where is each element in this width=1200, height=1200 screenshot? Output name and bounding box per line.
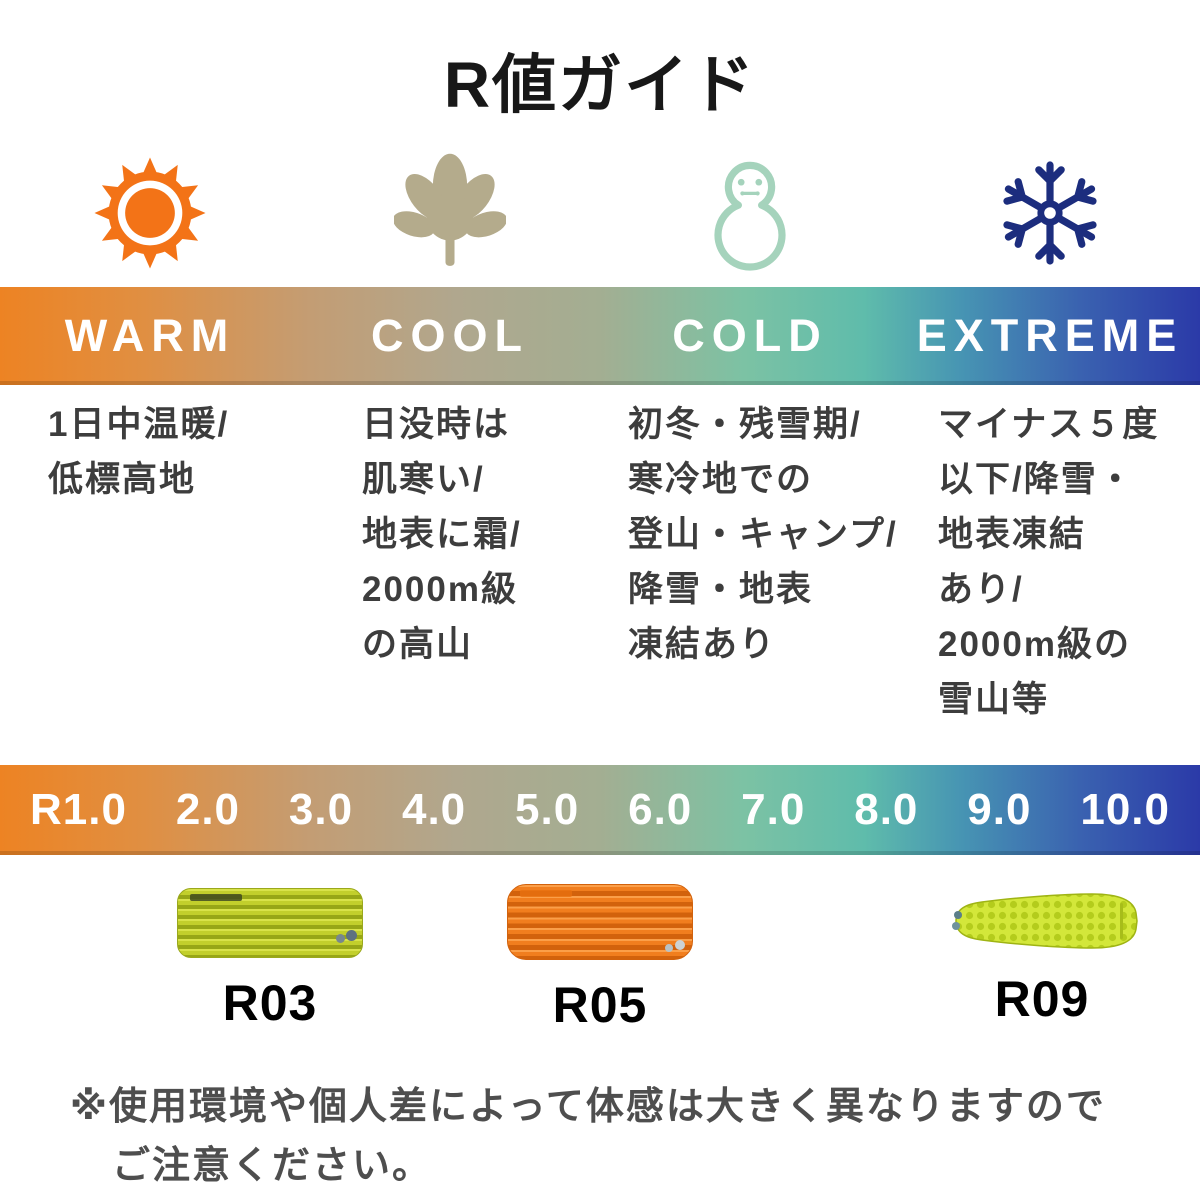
- r05-valve-dot: [665, 944, 673, 952]
- r05-valve: [675, 940, 685, 950]
- zone-description-cool: 日没時は 肌寒い/ 地表に霜/ 2000m級 の高山: [362, 405, 522, 664]
- product-row: R03 R05 R: [0, 880, 1200, 1055]
- zone-description-cold: 初冬・残雪期/ 寒冷地での 登山・キャンプ/ 降雪・地表 凍結あり: [628, 405, 898, 664]
- r05-brand-logo: [520, 890, 572, 897]
- page-title: R値ガイド: [443, 49, 757, 121]
- product-r03: R03: [165, 880, 375, 1032]
- scale-tick-7: 7.0: [741, 785, 806, 834]
- r09-pad-image: [952, 893, 1138, 949]
- zone-cell-warm: [0, 150, 300, 275]
- r09-brand-logo: [1120, 903, 1123, 939]
- zone-label-cool: COOL: [371, 310, 529, 361]
- r-value-scale-band: R1.0 2.0 3.0 4.0 5.0 6.0 7.0 8.0 9.0 10.…: [0, 765, 1200, 855]
- temperature-zone-band: WARM COOL COLD EXTREME: [0, 287, 1200, 385]
- zone-cell-extreme: [900, 150, 1200, 275]
- r09-valve: [954, 911, 962, 919]
- zone-label-cold: COLD: [672, 310, 828, 361]
- snowflake-icon: [1003, 160, 1097, 265]
- zone-cell-cold: [600, 150, 900, 275]
- r05-pad-image: [507, 884, 693, 960]
- disclaimer-note: ※使用環境や個人差によって体感は大きく異なりますので ご注意ください。: [70, 1086, 1106, 1187]
- scale-tick-10: 10.0: [1080, 785, 1170, 834]
- scale-tick-4: 4.0: [401, 785, 467, 834]
- zone-descriptions: 1日中温暖/ 低標高地 日没時は 肌寒い/ 地表に霜/ 2000m級 の高山 初…: [0, 398, 1200, 728]
- zone-description-extreme: マイナス５度 以下/降雪・ 地表凍結 あり/ 2000m級の 雪山等: [938, 405, 1160, 719]
- r03-brand-logo: [190, 894, 242, 901]
- r09-label: R09: [994, 971, 1090, 1027]
- snowman-icon: [714, 161, 786, 271]
- product-r05: R05: [495, 880, 705, 1034]
- zone-label-extreme: EXTREME: [916, 310, 1184, 361]
- scale-tick-3: 3.0: [288, 785, 354, 834]
- leaf-icon: [394, 153, 506, 266]
- r05-label: R05: [552, 977, 648, 1033]
- r03-label: R03: [222, 975, 318, 1031]
- zone-description-warm: 1日中温暖/ 低標高地: [48, 405, 230, 499]
- scale-tick-9: 9.0: [967, 785, 1032, 834]
- scale-tick-r1: R1.0: [30, 785, 127, 834]
- zone-cell-cool: [300, 150, 600, 275]
- product-r09: R09: [933, 880, 1151, 1028]
- scale-tick-2: 2.0: [175, 785, 241, 834]
- r03-valve-dot: [336, 934, 345, 943]
- zone-icons-row: [0, 150, 1200, 275]
- zone-label-warm: WARM: [64, 310, 236, 361]
- scale-tick-5: 5.0: [515, 785, 580, 834]
- r03-pad-image: [177, 888, 363, 958]
- scale-tick-6: 6.0: [628, 785, 693, 834]
- scale-tick-8: 8.0: [854, 785, 919, 834]
- r03-valve: [346, 930, 357, 941]
- sun-icon: [94, 156, 206, 269]
